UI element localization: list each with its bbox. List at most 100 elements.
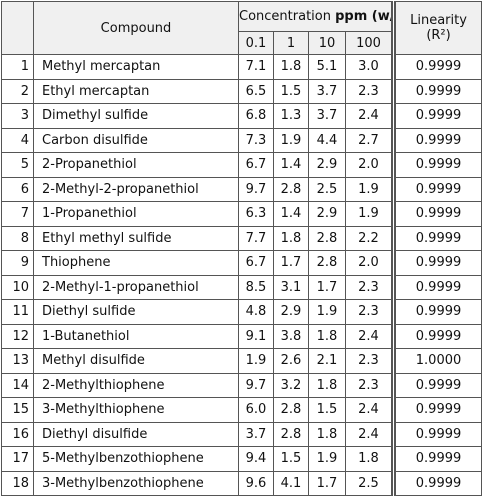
table-row: 6 2-Methyl-2-propanethiol 9.7 2.8 2.5 1.9 0.99… [1,176,482,202]
concentration-value: 1.7 [308,470,346,496]
compound-name: 5-Methylbenzothiophene [33,446,239,472]
row-number: 18 [1,470,34,496]
concentration-value: 6.7 [238,250,274,276]
linearity-value: 0.9999 [391,421,482,447]
concentration-value: 1.8 [344,446,395,472]
concentration-value: 2.3 [344,274,395,300]
table-row: 18 3-Methylbenzothiophene 9.6 4.1 1.7 2.5 0.99… [1,470,482,496]
table-row: 8 Ethyl methyl sulfide 7.7 1.8 2.8 2.2 0.9999 [1,225,482,251]
row-number: 4 [1,127,34,153]
compound-name: 2-Methylthiophene [33,372,239,398]
concentration-value: 2.0 [344,250,395,276]
concentration-value: 1.9 [308,446,346,472]
linearity-value: 0.9999 [391,78,482,104]
concentration-value: 3.1 [273,274,309,300]
concentration-value: 2.9 [308,152,346,178]
row-number: 9 [1,250,34,276]
compound-name: 2-Propanethiol [33,152,239,178]
table-row: 1 Methyl mercaptan 7.1 1.8 5.1 3.0 0.9999 [1,54,482,80]
compound-name: Diethyl sulfide [33,299,239,325]
level-header: 10 [308,31,346,55]
row-number: 3 [1,103,34,129]
linearity-value: 0.9999 [391,446,482,472]
concentration-value: 1.8 [308,323,346,349]
header-text: Linearity [410,13,467,28]
row-number: 5 [1,152,34,178]
concentration-value: 7.7 [238,225,274,251]
concentration-value: 6.7 [238,152,274,178]
row-number: 10 [1,274,34,300]
linearity-value: 0.9999 [391,372,482,398]
compound-name: Methyl mercaptan [33,54,239,80]
linearity-value: 0.9999 [391,397,482,423]
concentration-value: 2.8 [273,421,309,447]
header-unit: ppm (w/w) [335,9,392,24]
concentration-value: 3.0 [344,54,395,80]
concentration-value: 3.2 [273,372,309,398]
header-row: Compound Concentration ppm (w/w) Lineari… [1,1,482,55]
concentration-value: 6.5 [238,78,274,104]
row-number: 8 [1,225,34,251]
table-row: 2 Ethyl mercaptan 6.5 1.5 3.7 2.3 0.9999 [1,78,482,104]
header-text: Concentration [239,9,331,24]
row-number: 15 [1,397,34,423]
linearity-value: 0.9999 [391,323,482,349]
table-row: 11 Diethyl sulfide 4.8 2.9 1.9 2.3 0.9999 [1,299,482,325]
level-header: 0.1 [238,31,274,55]
linearity-value: 0.9999 [391,274,482,300]
row-number: 1 [1,54,34,80]
concentration-value: 2.4 [344,323,395,349]
concentration-value: 2.5 [308,176,346,202]
linearity-value: 0.9999 [391,176,482,202]
row-number: 2 [1,78,34,104]
compound-name: Dimethyl sulfide [33,103,239,129]
concentration-value: 8.5 [238,274,274,300]
concentration-value: 2.4 [344,103,395,129]
row-number: 12 [1,323,34,349]
concentration-value: 1.3 [273,103,309,129]
concentration-value: 2.7 [344,127,395,153]
table-row: 3 Dimethyl sulfide 6.8 1.3 3.7 2.4 0.9999 [1,103,482,129]
concentration-value: 2.8 [308,250,346,276]
header-row: 0.1 1 10 100 [2,31,482,55]
table-body: 1 Methyl mercaptan 7.1 1.8 5.1 3.0 0.9999 2 Ethy… [1,54,482,496]
concentration-value: 7.1 [238,54,274,80]
concentration-value: 3.7 [308,78,346,104]
concentration-value: 2.3 [344,299,395,325]
concentration-value: 1.8 [273,225,309,251]
concentration-value: 2.8 [273,397,309,423]
row-number: 14 [1,372,34,398]
linearity-value: 0.9999 [391,470,482,496]
concentration-value: 9.1 [238,323,274,349]
table-row: 17 5-Methylbenzothiophene 9.4 1.5 1.9 1.8 0.99… [1,446,482,472]
concentration-value: 1.9 [344,201,395,227]
compound-name: 1-Butanethiol [33,323,239,349]
concentration-value: 1.4 [273,152,309,178]
concentration-value: 1.9 [344,176,395,202]
compound-name: 2-Methyl-2-propanethiol [33,176,239,202]
row-number: 16 [1,421,34,447]
concentration-value: 1.8 [308,372,346,398]
row-number: 11 [1,299,34,325]
concentration-value: 4.1 [273,470,309,496]
concentration-value: 9.4 [238,446,274,472]
concentration-value: 3.7 [308,103,346,129]
concentration-value: 2.0 [344,152,395,178]
compound-name: Ethyl methyl sulfide [33,225,239,251]
compound-name: 2-Methyl-1-propanethiol [33,274,239,300]
concentration-value: 2.3 [344,78,395,104]
table-row: 7 1-Propanethiol 6.3 1.4 2.9 1.9 0.9999 [1,201,482,227]
table-row: 4 Carbon disulfide 7.3 1.9 4.4 2.7 0.9999 [1,127,482,153]
concentration-value: 9.7 [238,176,274,202]
concentration-value: 2.6 [273,348,309,374]
table-row: 5 2-Propanethiol 6.7 1.4 2.9 2.0 0.9999 [1,152,482,178]
concentration-value: 2.8 [273,176,309,202]
concentration-value: 2.5 [344,470,395,496]
linearity-value: 0.9999 [391,225,482,251]
linearity-value: 0.9999 [391,54,482,80]
concentration-value: 5.1 [308,54,346,80]
table-row: 14 2-Methylthiophene 9.7 3.2 1.8 2.3 0.9999 [1,372,482,398]
concentration-value: 9.6 [238,470,274,496]
table-row: 13 Methyl disulfide 1.9 2.6 2.1 2.3 1.0000 [1,348,482,374]
